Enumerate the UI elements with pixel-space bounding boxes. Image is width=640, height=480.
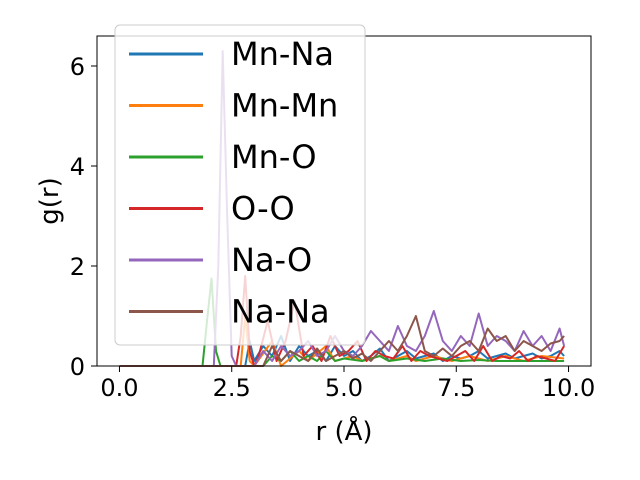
legend-label: Na-Na bbox=[231, 293, 330, 331]
series-line-mn-o bbox=[119, 277, 565, 367]
legend-label: Mn-Na bbox=[231, 35, 334, 73]
x-tick-label: 7.5 bbox=[437, 374, 475, 402]
y-tick-label: 6 bbox=[70, 53, 85, 81]
series-line-na-na bbox=[119, 315, 565, 367]
y-tick-label: 0 bbox=[70, 353, 85, 381]
legend-label: Mn-Mn bbox=[231, 87, 338, 125]
x-tick-label: 5.0 bbox=[325, 374, 363, 402]
legend-label: O-O bbox=[231, 190, 295, 228]
y-tick-label: 4 bbox=[70, 153, 85, 181]
legend-label: Mn-O bbox=[231, 138, 317, 176]
y-axis-label: g(r) bbox=[35, 177, 65, 224]
y-axis: 0 2 4 6 bbox=[70, 53, 97, 381]
legend: Mn-Na Mn-Mn Mn-O O-O Na-O Na-Na bbox=[114, 24, 366, 346]
legend-label: Na-O bbox=[231, 241, 312, 279]
x-axis-label: r (Å) bbox=[315, 415, 372, 447]
x-tick-label: 0.0 bbox=[100, 374, 138, 402]
x-tick-label: 10.0 bbox=[542, 374, 595, 402]
y-tick-label: 2 bbox=[70, 253, 85, 281]
x-axis: 0.0 2.5 5.0 7.5 10.0 bbox=[100, 366, 595, 402]
x-tick-label: 2.5 bbox=[213, 374, 251, 402]
